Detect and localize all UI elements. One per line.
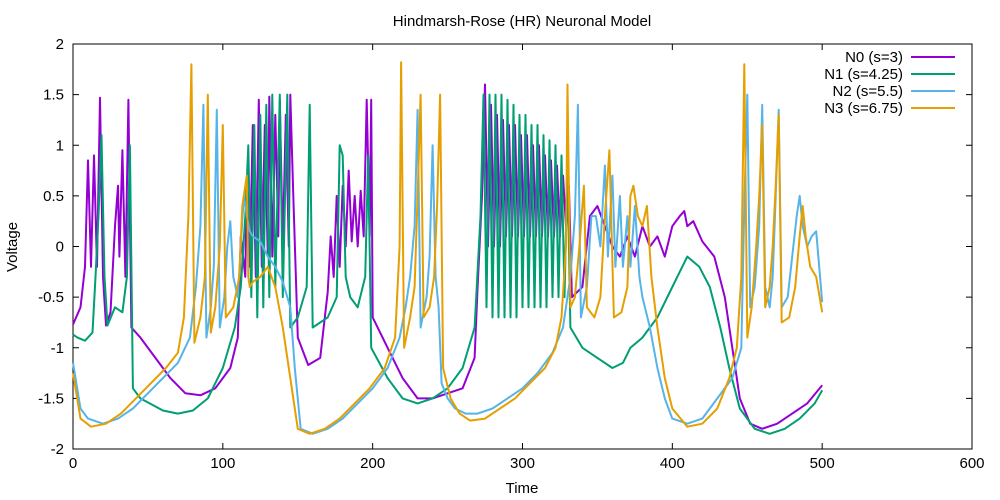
x-tick-label: 600 — [959, 455, 984, 472]
y-tick-label: 1 — [56, 137, 64, 154]
x-axis-label: Time — [506, 480, 539, 497]
y-tick-label: -0.5 — [38, 289, 64, 306]
series-line-n0 — [72, 83, 823, 430]
x-tick-label: 400 — [660, 455, 685, 472]
axis-ticks: 0 100 200 300 400 500 600 -2 -1.5 -1 -0.5 0 0.5 1 1.5 2 — [38, 36, 984, 472]
legend-label-n0: N0 (s=3) — [845, 49, 903, 66]
y-axis-label: Voltage — [4, 222, 21, 272]
series-line-n3 — [72, 61, 824, 435]
x-tick-label: 100 — [210, 455, 235, 472]
y-tick-label: -1.5 — [38, 390, 64, 407]
y-tick-label: 0 — [56, 239, 64, 256]
y-tick-label: -1 — [51, 340, 64, 357]
legend-label-n1: N1 (s=4.25) — [824, 66, 903, 83]
y-tick-label: 2 — [56, 36, 64, 53]
series-line-n1 — [72, 93, 824, 435]
x-tick-label: 0 — [69, 455, 77, 472]
series-layer — [72, 61, 824, 435]
y-tick-label: 1.5 — [43, 87, 64, 104]
y-tick-label: 0.5 — [43, 188, 64, 205]
legend-label-n3: N3 (s=6.75) — [824, 100, 903, 117]
legend-label-n2: N2 (s=5.5) — [833, 83, 903, 100]
y-tick-label: -2 — [51, 441, 64, 458]
chart-title: Hindmarsh-Rose (HR) Neuronal Model — [393, 13, 651, 30]
legend: N0 (s=3)N1 (s=4.25)N2 (s=5.5)N3 (s=6.75) — [824, 49, 955, 117]
x-tick-label: 300 — [510, 455, 535, 472]
x-tick-label: 500 — [810, 455, 835, 472]
x-tick-label: 200 — [360, 455, 385, 472]
